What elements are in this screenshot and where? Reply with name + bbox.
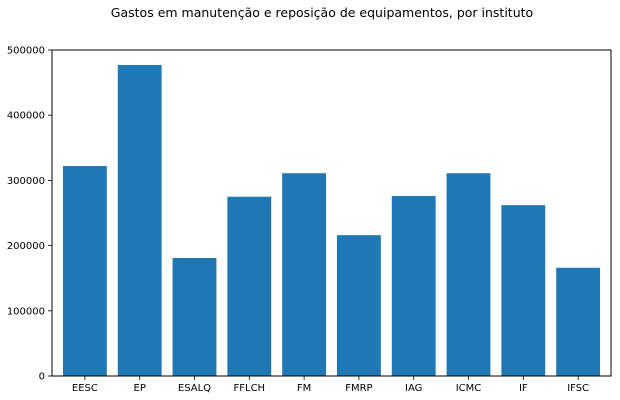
y-tick-label: 400000 <box>7 111 45 122</box>
x-tick-label: EP <box>134 383 146 394</box>
x-axis-ticks: EESC EP ESALQ FFLCH FM FMRP IAG ICMC IF IFSC <box>72 376 589 394</box>
x-tick-label: FMRP <box>345 383 372 394</box>
bar-ep <box>117 64 162 376</box>
y-tick-label: 100000 <box>7 306 45 317</box>
y-tick-label: 500000 <box>7 46 45 57</box>
x-tick-label: FM <box>297 383 311 394</box>
bar-esalq <box>172 257 217 376</box>
plot-area-frame <box>51 49 612 377</box>
x-tick-label: IFSC <box>567 383 589 394</box>
x-tick-label: FFLCH <box>234 383 266 394</box>
bar-fmrp <box>336 235 381 376</box>
y-axis-ticks: 0 100000 200000 300000 400000 500000 <box>7 46 52 383</box>
x-tick-label: ESALQ <box>178 383 211 394</box>
bar-if <box>501 205 546 376</box>
bars-group <box>62 64 601 376</box>
bar-eesc <box>62 166 107 376</box>
bar-ifsc <box>556 267 601 376</box>
chart-title: Gastos em manutenção e reposição de equi… <box>111 5 533 20</box>
bar-fm <box>282 173 327 376</box>
x-tick-label: EESC <box>72 383 98 394</box>
y-tick-label: 200000 <box>7 241 45 252</box>
x-tick-label: IF <box>519 383 528 394</box>
bar-icmc <box>446 173 491 376</box>
y-tick-label: 300000 <box>7 176 45 187</box>
bar-fflch <box>227 196 272 376</box>
x-tick-label: ICMC <box>456 383 482 394</box>
x-tick-label: IAG <box>405 383 422 394</box>
bar-iag <box>391 196 436 376</box>
y-tick-label: 0 <box>39 372 45 383</box>
